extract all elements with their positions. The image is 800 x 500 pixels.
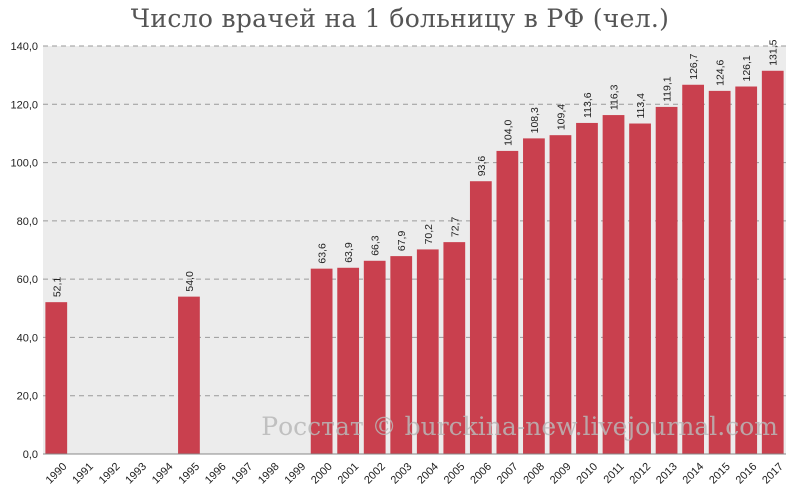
grid-lines <box>43 45 786 397</box>
x-tick-label: 2017 <box>760 461 786 487</box>
x-tick-label: 1997 <box>229 461 255 487</box>
data-label: 113,6 <box>582 92 594 118</box>
chart-title: Число врачей на 1 больницу в РФ (чел.) <box>130 4 670 33</box>
x-tick-label: 2007 <box>495 461 521 487</box>
data-label: 126,7 <box>688 53 700 79</box>
data-label: 124,6 <box>715 59 727 85</box>
data-label: 66,3 <box>370 235 382 256</box>
x-axis-ticks: 1990 1991 1992 1993 1994 1995 1996 1997 1998 1999… <box>44 461 786 487</box>
bar <box>549 135 572 455</box>
data-label: 116,3 <box>609 84 621 110</box>
x-tick-label: 2016 <box>734 461 760 487</box>
x-tick-label: 1996 <box>203 461 229 487</box>
data-label: 108,3 <box>529 107 541 133</box>
bar <box>363 260 386 454</box>
y-tick-label: 40,0 <box>17 332 38 344</box>
bar <box>390 256 413 454</box>
y-tick-label: 0,0 <box>23 449 38 461</box>
data-label: 104,0 <box>502 119 514 145</box>
x-tick-label: 1993 <box>123 461 149 487</box>
x-tick-label: 2015 <box>707 461 733 487</box>
x-tick-label: 2006 <box>468 461 494 487</box>
bar <box>469 181 492 455</box>
bar <box>178 296 200 454</box>
bar <box>655 106 678 454</box>
x-tick-label: 1995 <box>176 461 202 487</box>
data-label: 70,2 <box>423 224 435 245</box>
bar <box>416 249 439 454</box>
x-tick-label: 2005 <box>442 461 468 487</box>
bar <box>602 115 625 454</box>
bar <box>735 86 758 454</box>
bar <box>337 267 360 454</box>
bar <box>496 150 519 454</box>
x-tick-label: 2002 <box>362 461 388 487</box>
data-label: 131,5 <box>768 39 780 65</box>
data-label: 109,4 <box>555 104 567 130</box>
bar <box>761 70 784 455</box>
data-label: 119,1 <box>662 76 674 102</box>
data-label: 67,9 <box>396 231 408 252</box>
y-tick-label: 60,0 <box>17 274 38 286</box>
watermark: Росстат © burckina-new.livejournal.com <box>261 412 778 441</box>
y-tick-label: 140,0 <box>10 41 38 53</box>
y-tick-label: 80,0 <box>17 216 38 228</box>
data-label: 52,1 <box>51 277 63 298</box>
x-tick-label: 2014 <box>681 461 707 487</box>
bar <box>708 90 731 454</box>
bar <box>45 302 68 454</box>
data-label: 54,0 <box>184 271 196 292</box>
data-label: 113,4 <box>635 93 647 119</box>
data-labels: 52,1 54,0 63,6 63,9 66,3 67,9 70,2 72,7 93,6 104,… <box>51 39 779 297</box>
bar <box>576 122 598 455</box>
x-tick-label: 1998 <box>256 461 282 487</box>
data-label: 72,7 <box>449 217 461 238</box>
x-tick-label: 2009 <box>548 461 574 487</box>
x-tick-label: 2012 <box>627 461 653 487</box>
x-tick-label: 2000 <box>309 461 335 487</box>
y-axis-ticks: 0,0 20,0 40,0 60,0 80,0 100,0 120,0 140,0 <box>10 41 38 461</box>
bar <box>629 123 651 455</box>
x-tick-label: 2004 <box>415 461 441 487</box>
data-label: 63,9 <box>343 242 355 263</box>
y-tick-label: 120,0 <box>10 99 38 111</box>
x-tick-label: 1990 <box>44 461 70 487</box>
x-tick-label: 2011 <box>602 461 627 486</box>
x-tick-label: 2008 <box>521 461 547 487</box>
data-label: 126,1 <box>741 55 753 81</box>
x-tick-label: 1994 <box>150 461 176 487</box>
y-tick-label: 100,0 <box>10 158 38 170</box>
bar <box>310 268 333 454</box>
y-tick-label: 20,0 <box>17 391 38 403</box>
bar <box>523 138 545 454</box>
data-label: 93,6 <box>476 156 488 177</box>
x-tick-label: 1999 <box>283 461 309 487</box>
x-tick-label: 2010 <box>574 461 600 487</box>
x-tick-label: 2003 <box>389 461 415 487</box>
bar <box>443 242 466 454</box>
bars <box>45 70 784 455</box>
x-tick-label: 2001 <box>336 461 362 487</box>
x-tick-label: 1991 <box>70 461 96 487</box>
x-tick-label: 1992 <box>97 461 123 487</box>
x-tick-label: 2013 <box>654 461 680 487</box>
data-label: 63,6 <box>317 243 329 264</box>
bar <box>682 84 705 454</box>
